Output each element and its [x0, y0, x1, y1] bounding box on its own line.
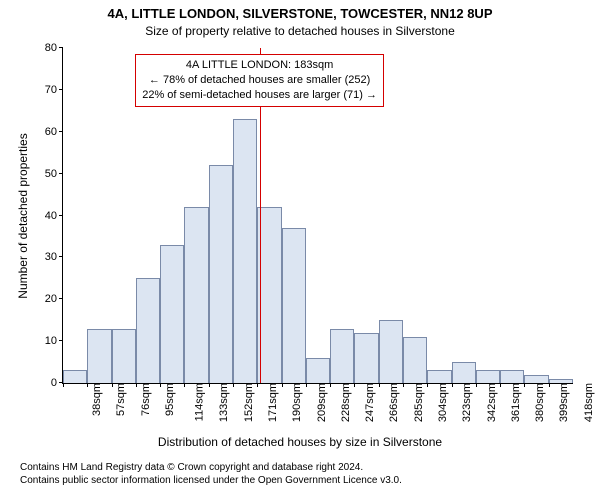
chart-title: 4A, LITTLE LONDON, SILVERSTONE, TOWCESTE…: [0, 6, 600, 21]
histogram-bar: [112, 329, 136, 383]
histogram-bar: [379, 320, 403, 383]
x-tick-label: 247sqm: [362, 383, 376, 422]
histogram-bar: [136, 278, 160, 383]
x-tick-mark: [476, 383, 477, 387]
x-tick-label: 76sqm: [138, 383, 152, 416]
annotation-line: 4A LITTLE LONDON: 183sqm: [142, 58, 377, 73]
histogram-bar: [87, 329, 111, 383]
x-tick-mark: [257, 383, 258, 387]
x-tick-mark: [209, 383, 210, 387]
y-tick-mark: [59, 215, 63, 216]
x-tick-label: 266sqm: [387, 383, 401, 422]
x-tick-mark: [160, 383, 161, 387]
histogram-bar: [306, 358, 330, 383]
histogram-bar: [209, 165, 233, 383]
x-tick-label: 133sqm: [217, 383, 231, 422]
x-tick-label: 285sqm: [411, 383, 425, 422]
x-tick-label: 342sqm: [484, 383, 498, 422]
x-tick-label: 304sqm: [435, 383, 449, 422]
x-tick-label: 209sqm: [314, 383, 328, 422]
annotation-line: ← 78% of detached houses are smaller (25…: [142, 73, 377, 88]
x-tick-mark: [500, 383, 501, 387]
x-tick-label: 152sqm: [241, 383, 255, 422]
x-tick-mark: [330, 383, 331, 387]
footer-line-1: Contains HM Land Registry data © Crown c…: [20, 461, 402, 474]
annotation-line: 22% of semi-detached houses are larger (…: [142, 88, 377, 103]
x-tick-label: 228sqm: [338, 383, 352, 422]
x-tick-label: 323sqm: [459, 383, 473, 422]
histogram-bar: [403, 337, 427, 383]
histogram-bar: [549, 379, 573, 383]
y-tick-label: 80: [45, 42, 63, 54]
histogram-bar: [282, 228, 306, 383]
x-tick-label: 95sqm: [162, 383, 176, 416]
x-axis-label: Distribution of detached houses by size …: [0, 435, 600, 449]
footer-line-2: Contains public sector information licen…: [20, 474, 402, 487]
chart-subtitle: Size of property relative to detached ho…: [0, 24, 600, 38]
x-tick-mark: [184, 383, 185, 387]
y-tick-label: 40: [45, 210, 63, 222]
x-tick-mark: [233, 383, 234, 387]
y-tick-mark: [59, 298, 63, 299]
y-tick-label: 20: [45, 293, 63, 305]
x-tick-mark: [379, 383, 380, 387]
x-tick-label: 171sqm: [265, 383, 279, 422]
x-tick-mark: [452, 383, 453, 387]
y-tick-label: 70: [45, 84, 63, 96]
x-tick-label: 190sqm: [289, 383, 303, 422]
y-axis-label: Number of detached properties: [16, 133, 30, 298]
y-tick-mark: [59, 340, 63, 341]
x-tick-label: 380sqm: [532, 383, 546, 422]
chart-container: 4A, LITTLE LONDON, SILVERSTONE, TOWCESTE…: [0, 0, 600, 500]
x-tick-mark: [136, 383, 137, 387]
histogram-bar: [354, 333, 378, 383]
histogram-bar: [184, 207, 208, 383]
histogram-bar: [476, 370, 500, 383]
y-tick-label: 50: [45, 168, 63, 180]
histogram-bar: [330, 329, 354, 383]
x-tick-label: 361sqm: [508, 383, 522, 422]
x-tick-mark: [87, 383, 88, 387]
y-tick-mark: [59, 89, 63, 90]
x-tick-mark: [306, 383, 307, 387]
x-tick-mark: [524, 383, 525, 387]
footer-attribution: Contains HM Land Registry data © Crown c…: [20, 461, 402, 487]
y-tick-label: 0: [51, 377, 63, 389]
histogram-bar: [233, 119, 257, 383]
x-tick-label: 114sqm: [191, 383, 205, 421]
y-tick-label: 30: [45, 251, 63, 263]
y-tick-mark: [59, 256, 63, 257]
histogram-bar: [524, 375, 548, 383]
x-tick-mark: [112, 383, 113, 387]
histogram-bar: [500, 370, 524, 383]
y-tick-mark: [59, 131, 63, 132]
y-tick-label: 60: [45, 126, 63, 138]
plot-area: 0102030405060708038sqm57sqm76sqm95sqm114…: [62, 48, 573, 384]
histogram-bar: [160, 245, 184, 383]
x-tick-mark: [282, 383, 283, 387]
histogram-bar: [427, 370, 451, 383]
x-tick-mark: [549, 383, 550, 387]
x-tick-label: 418sqm: [581, 383, 595, 422]
x-tick-label: 399sqm: [557, 383, 571, 422]
annotation-box: 4A LITTLE LONDON: 183sqm← 78% of detache…: [135, 54, 384, 107]
y-tick-mark: [59, 173, 63, 174]
histogram-bar: [63, 370, 87, 383]
x-tick-mark: [403, 383, 404, 387]
x-tick-mark: [63, 383, 64, 387]
x-tick-label: 57sqm: [113, 383, 127, 416]
x-tick-mark: [354, 383, 355, 387]
y-tick-label: 10: [45, 335, 63, 347]
x-tick-mark: [427, 383, 428, 387]
histogram-bar: [452, 362, 476, 383]
y-tick-mark: [59, 47, 63, 48]
x-tick-label: 38sqm: [89, 383, 103, 416]
histogram-bar: [257, 207, 281, 383]
